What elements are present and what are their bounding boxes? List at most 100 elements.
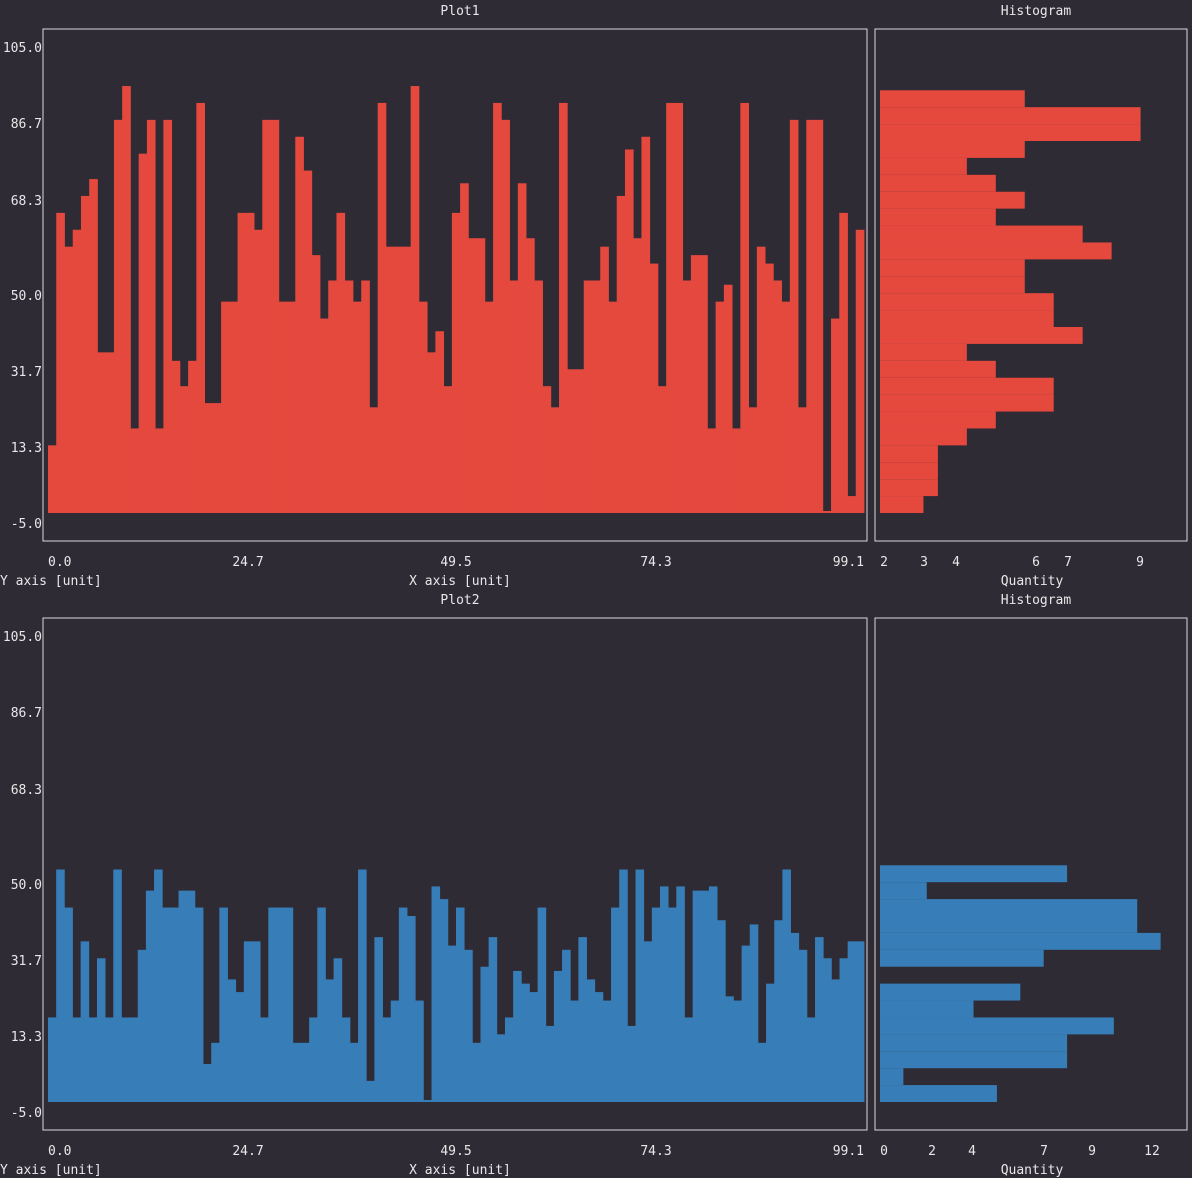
plot1-hist-tick: 7	[1064, 555, 1072, 570]
hist-bar	[880, 1085, 997, 1102]
plot2-title: Plot2	[440, 593, 479, 608]
bar	[741, 945, 751, 1102]
plot1-x-tick: 0.0	[48, 555, 71, 570]
bar	[839, 958, 849, 1102]
plot2-y-tick: 13.3	[11, 1030, 42, 1045]
bar	[509, 280, 519, 513]
bar	[435, 331, 445, 513]
bar	[545, 1025, 555, 1102]
hist-bar	[880, 916, 1138, 933]
plot2-y-tick: 68.3	[11, 783, 42, 798]
bar	[559, 102, 568, 513]
hist-bar	[880, 1034, 1068, 1052]
bar	[377, 102, 387, 513]
bar	[268, 907, 277, 1102]
bar	[682, 280, 692, 513]
bar	[781, 301, 791, 513]
plot2-hist-x-label: Quantity	[1001, 1163, 1064, 1178]
plot2-x-tick: 74.3	[640, 1144, 671, 1159]
bar	[643, 941, 653, 1102]
bar	[740, 102, 749, 513]
plot1-y-tick: 50.0	[11, 289, 42, 304]
plot1-bars	[48, 86, 865, 514]
hist-bar	[880, 1017, 1114, 1035]
plot1-y-label: Y axis [unit]	[0, 574, 102, 589]
bar	[641, 136, 651, 513]
bar	[789, 119, 799, 514]
hist-bar	[880, 141, 1025, 158]
bar	[211, 1042, 220, 1102]
bar	[529, 992, 538, 1102]
hist-bar	[880, 310, 1054, 327]
hist-bar	[880, 124, 1141, 141]
hist-bar	[880, 882, 927, 900]
bar	[137, 949, 147, 1102]
bar	[567, 369, 576, 513]
bar	[517, 183, 527, 513]
hist-bar	[880, 479, 938, 497]
bar	[80, 941, 90, 1102]
bar	[105, 1017, 114, 1102]
hist-bar	[880, 932, 1161, 950]
bar	[476, 238, 486, 514]
bar	[320, 318, 329, 513]
bar	[56, 212, 65, 514]
plot1-x-tick: 74.3	[640, 555, 671, 570]
bar	[443, 386, 453, 513]
bar	[723, 284, 733, 513]
bar	[341, 1017, 351, 1102]
bar	[847, 941, 857, 1102]
bar	[237, 212, 247, 514]
bar	[276, 907, 286, 1102]
plot1-hist-title: Histogram	[1001, 4, 1072, 19]
hist-bar	[880, 242, 1112, 260]
bar	[496, 1034, 506, 1102]
hist-bar	[880, 1068, 904, 1086]
bar	[407, 916, 416, 1102]
bar	[839, 212, 848, 514]
bar	[725, 996, 734, 1102]
hist-bar	[880, 225, 1083, 243]
hist-bar	[880, 983, 1021, 1001]
bar	[48, 445, 57, 513]
bar	[358, 869, 367, 1102]
plot1-frame	[42, 28, 868, 542]
bar	[708, 886, 718, 1102]
bar	[344, 280, 354, 513]
bar	[765, 263, 774, 513]
plot2-bars	[48, 869, 865, 1102]
bar	[427, 352, 436, 513]
plot2-hist-title: Histogram	[1001, 593, 1072, 608]
bar	[227, 979, 237, 1102]
bar	[171, 360, 181, 513]
plot2-hist-tick: 0	[880, 1144, 888, 1159]
plot2-x-tick: 24.7	[232, 1144, 263, 1159]
bar	[488, 937, 498, 1102]
bar	[260, 1017, 269, 1102]
bar	[592, 280, 601, 513]
bar	[766, 983, 775, 1102]
bar	[806, 1017, 816, 1102]
panel-plot2: Plot2 Histogram 105.0 86.7 68.3 50.0 31.…	[0, 593, 1188, 1178]
bar	[88, 1017, 98, 1102]
bar	[130, 428, 140, 513]
plot1-title: Plot1	[440, 4, 479, 19]
bar	[553, 970, 563, 1102]
bar	[349, 1042, 359, 1102]
bar	[382, 1017, 392, 1102]
plot1-y-tick: -5.0	[11, 517, 42, 532]
bar	[203, 1063, 212, 1102]
plot2-x-tick: 99.1	[833, 1144, 864, 1159]
bar	[138, 153, 148, 513]
hist-bar	[880, 1000, 974, 1018]
plot2-hist-ticks: 0 2 4 7 9 12	[880, 1144, 1160, 1159]
bar	[352, 301, 362, 513]
bar	[64, 246, 74, 513]
bar	[616, 195, 626, 513]
hist-bar	[880, 394, 1054, 412]
bar	[668, 907, 677, 1102]
bar	[464, 949, 473, 1102]
bar	[674, 102, 684, 513]
bar	[699, 255, 708, 513]
bar	[415, 1000, 424, 1102]
